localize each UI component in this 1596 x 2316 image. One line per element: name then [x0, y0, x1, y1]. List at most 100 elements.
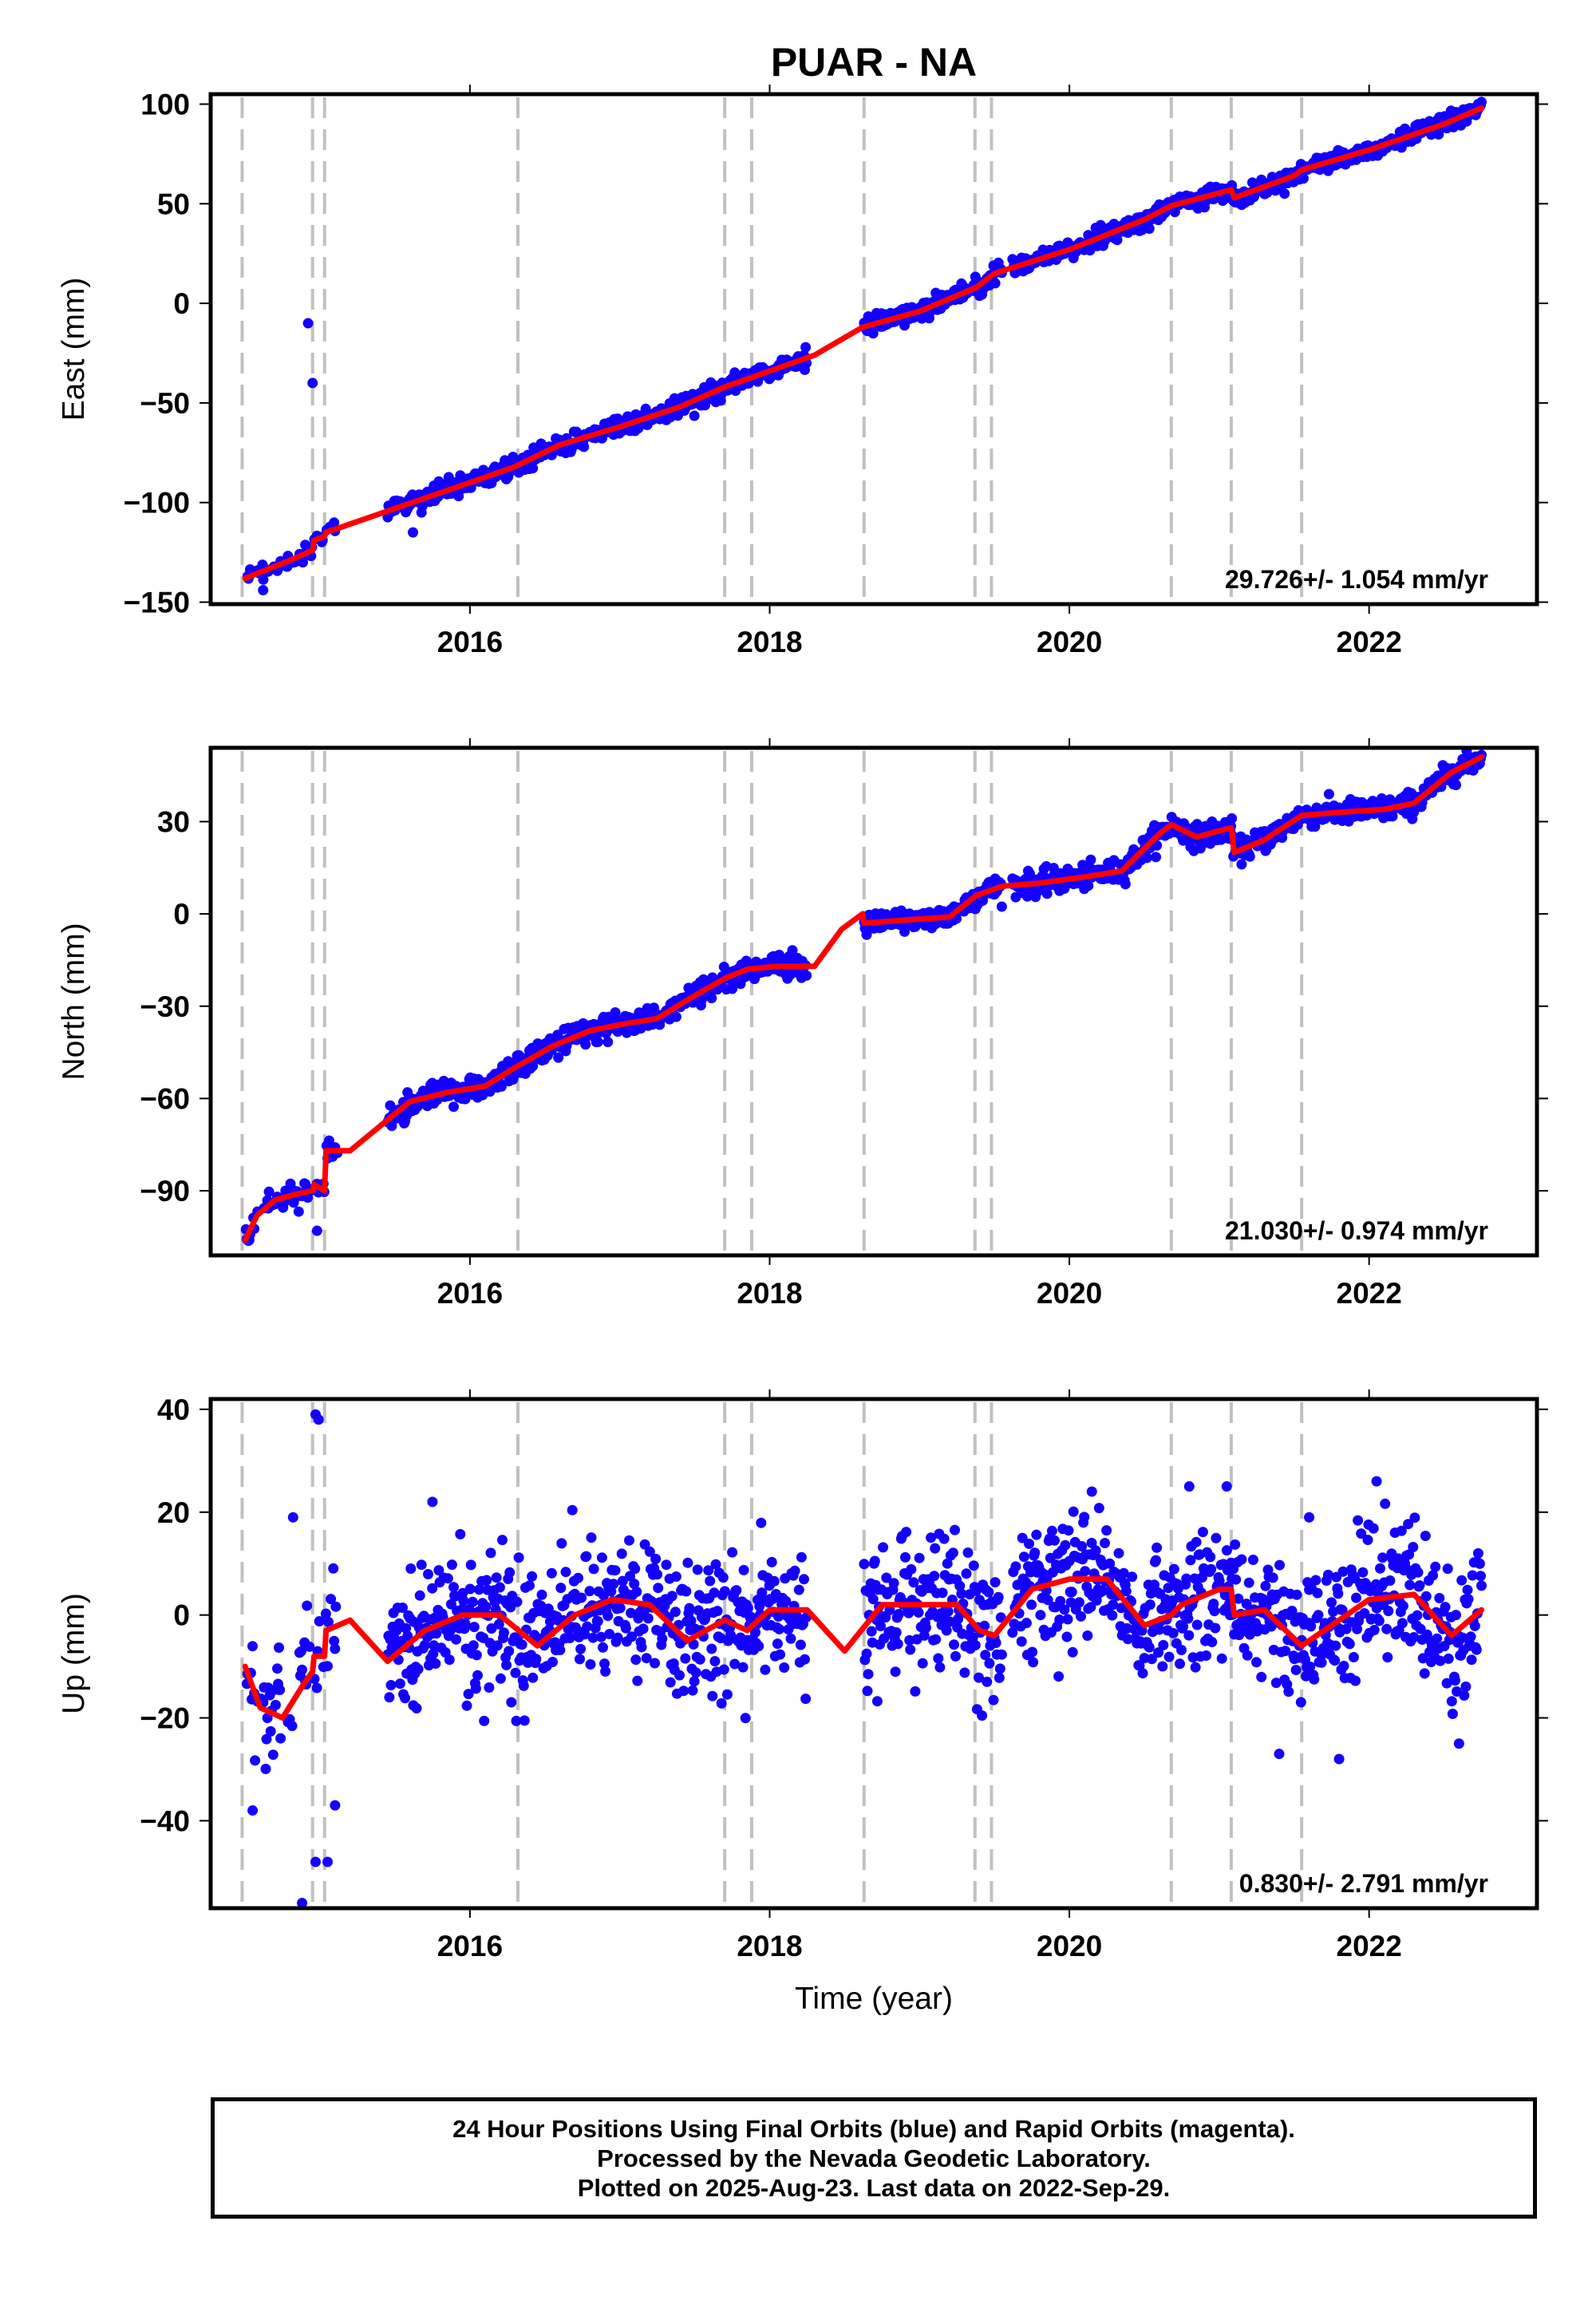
up-observation-point [1476, 1580, 1487, 1591]
up-observation-point [1068, 1506, 1079, 1517]
up-ytick-label: 40 [157, 1393, 190, 1426]
east-panel: −150 −100 −50 0 50 100 2016 2018 2020 2022 East (m… [57, 85, 1548, 658]
up-observation-point [682, 1557, 693, 1568]
up-observation-point [1465, 1631, 1476, 1642]
up-observation-point [914, 1552, 925, 1563]
up-observation-point [573, 1572, 583, 1583]
north-observation-point [592, 1037, 603, 1048]
up-observation-point [750, 1626, 760, 1638]
up-observation-point [297, 1664, 307, 1675]
up-observation-point [930, 1543, 941, 1554]
north-observation-point [1085, 854, 1096, 865]
up-observation-point [433, 1565, 444, 1576]
up-observation-point [689, 1676, 700, 1687]
up-observation-point [1446, 1696, 1457, 1707]
up-observation-point [1216, 1653, 1227, 1664]
up-observation-point [265, 1725, 276, 1737]
up-observation-point [772, 1638, 783, 1650]
east-observation-point [258, 574, 269, 585]
up-xtick-label: 2022 [1337, 1930, 1402, 1962]
up-observation-point [1417, 1653, 1428, 1664]
up-observation-point [451, 1634, 462, 1645]
up-observation-point [738, 1564, 749, 1575]
up-observation-point [602, 1611, 614, 1622]
up-observation-point [471, 1650, 482, 1661]
up-observation-point [546, 1567, 557, 1579]
up-ytick-label: 20 [157, 1496, 190, 1529]
up-observation-point [954, 1580, 966, 1591]
north-observation-point [496, 1081, 507, 1092]
north-rate-label: 21.030+/- 0.974 mm/yr [1225, 1216, 1488, 1245]
north-observation-point [610, 1007, 621, 1018]
up-observation-point [920, 1622, 931, 1633]
chart-title: PUAR - NA [771, 40, 977, 85]
up-observation-point [585, 1659, 596, 1670]
up-observation-point [504, 1646, 515, 1657]
up-observation-point [397, 1603, 408, 1613]
up-observation-point [1420, 1591, 1432, 1602]
up-observation-point [918, 1630, 930, 1641]
up-observation-point [1176, 1645, 1187, 1655]
north-observation-point [1227, 813, 1238, 824]
up-observation-point [275, 1733, 286, 1744]
up-observation-point [414, 1590, 425, 1601]
east-observation-point [1279, 188, 1290, 200]
up-observation-point [1353, 1515, 1364, 1526]
up-observation-point [867, 1594, 879, 1605]
up-observation-point [448, 1582, 459, 1593]
up-observation-point [906, 1563, 917, 1575]
up-observation-point [458, 1595, 469, 1607]
up-observation-point [1077, 1541, 1088, 1551]
up-observation-point [1163, 1651, 1175, 1662]
up-observation-point [617, 1575, 628, 1587]
up-observation-point [1350, 1675, 1361, 1686]
up-observation-point [446, 1559, 457, 1571]
north-ytick-label: 30 [157, 806, 190, 839]
up-observation-point [636, 1642, 647, 1653]
up-observation-point [1434, 1593, 1445, 1603]
up-observation-point [1280, 1646, 1291, 1657]
up-observation-point [983, 1587, 994, 1598]
up-observation-point [512, 1596, 523, 1607]
up-observation-point [1333, 1588, 1344, 1599]
up-observation-point [1242, 1650, 1253, 1661]
north-observation-point [1310, 821, 1321, 832]
north-outlier-point [311, 1225, 322, 1236]
north-xtick-label: 2020 [1037, 1277, 1102, 1310]
up-observation-point [1219, 1590, 1231, 1601]
up-observation-point [900, 1551, 911, 1563]
up-observation-point [740, 1713, 751, 1724]
up-observation-point [716, 1697, 727, 1709]
up-observation-point [524, 1580, 535, 1591]
up-observation-point [974, 1672, 984, 1683]
east-ytick-label: −50 [140, 387, 190, 420]
up-observation-point [756, 1517, 767, 1528]
up-observation-point [1344, 1638, 1355, 1650]
up-observation-point [793, 1584, 804, 1595]
up-observation-point [1274, 1559, 1285, 1571]
east-ytick-label: −100 [124, 487, 190, 520]
up-observation-point [917, 1658, 928, 1669]
up-observation-point [947, 1547, 958, 1559]
up-observation-point [881, 1572, 892, 1583]
up-observation-point [501, 1659, 512, 1670]
north-observation-point [1244, 851, 1255, 862]
up-observation-point [1151, 1555, 1161, 1566]
up-observation-point [913, 1607, 924, 1618]
up-observation-point [1442, 1563, 1453, 1575]
north-xtick-label: 2022 [1337, 1277, 1402, 1310]
up-observation-point [1120, 1586, 1132, 1597]
up-observation-point [680, 1653, 691, 1664]
up-observation-point [485, 1547, 496, 1559]
up-observation-point [328, 1563, 339, 1574]
up-observation-point [461, 1700, 472, 1711]
up-observation-point [717, 1572, 729, 1583]
up-observation-point [1205, 1551, 1216, 1563]
north-observation-point [448, 1101, 459, 1113]
up-observation-point [768, 1575, 780, 1587]
east-outlier-point [258, 585, 269, 596]
up-outlier-point [1304, 1512, 1315, 1523]
north-observation-point [1041, 888, 1053, 899]
up-observation-point [1191, 1536, 1202, 1547]
up-observation-point [495, 1673, 506, 1684]
